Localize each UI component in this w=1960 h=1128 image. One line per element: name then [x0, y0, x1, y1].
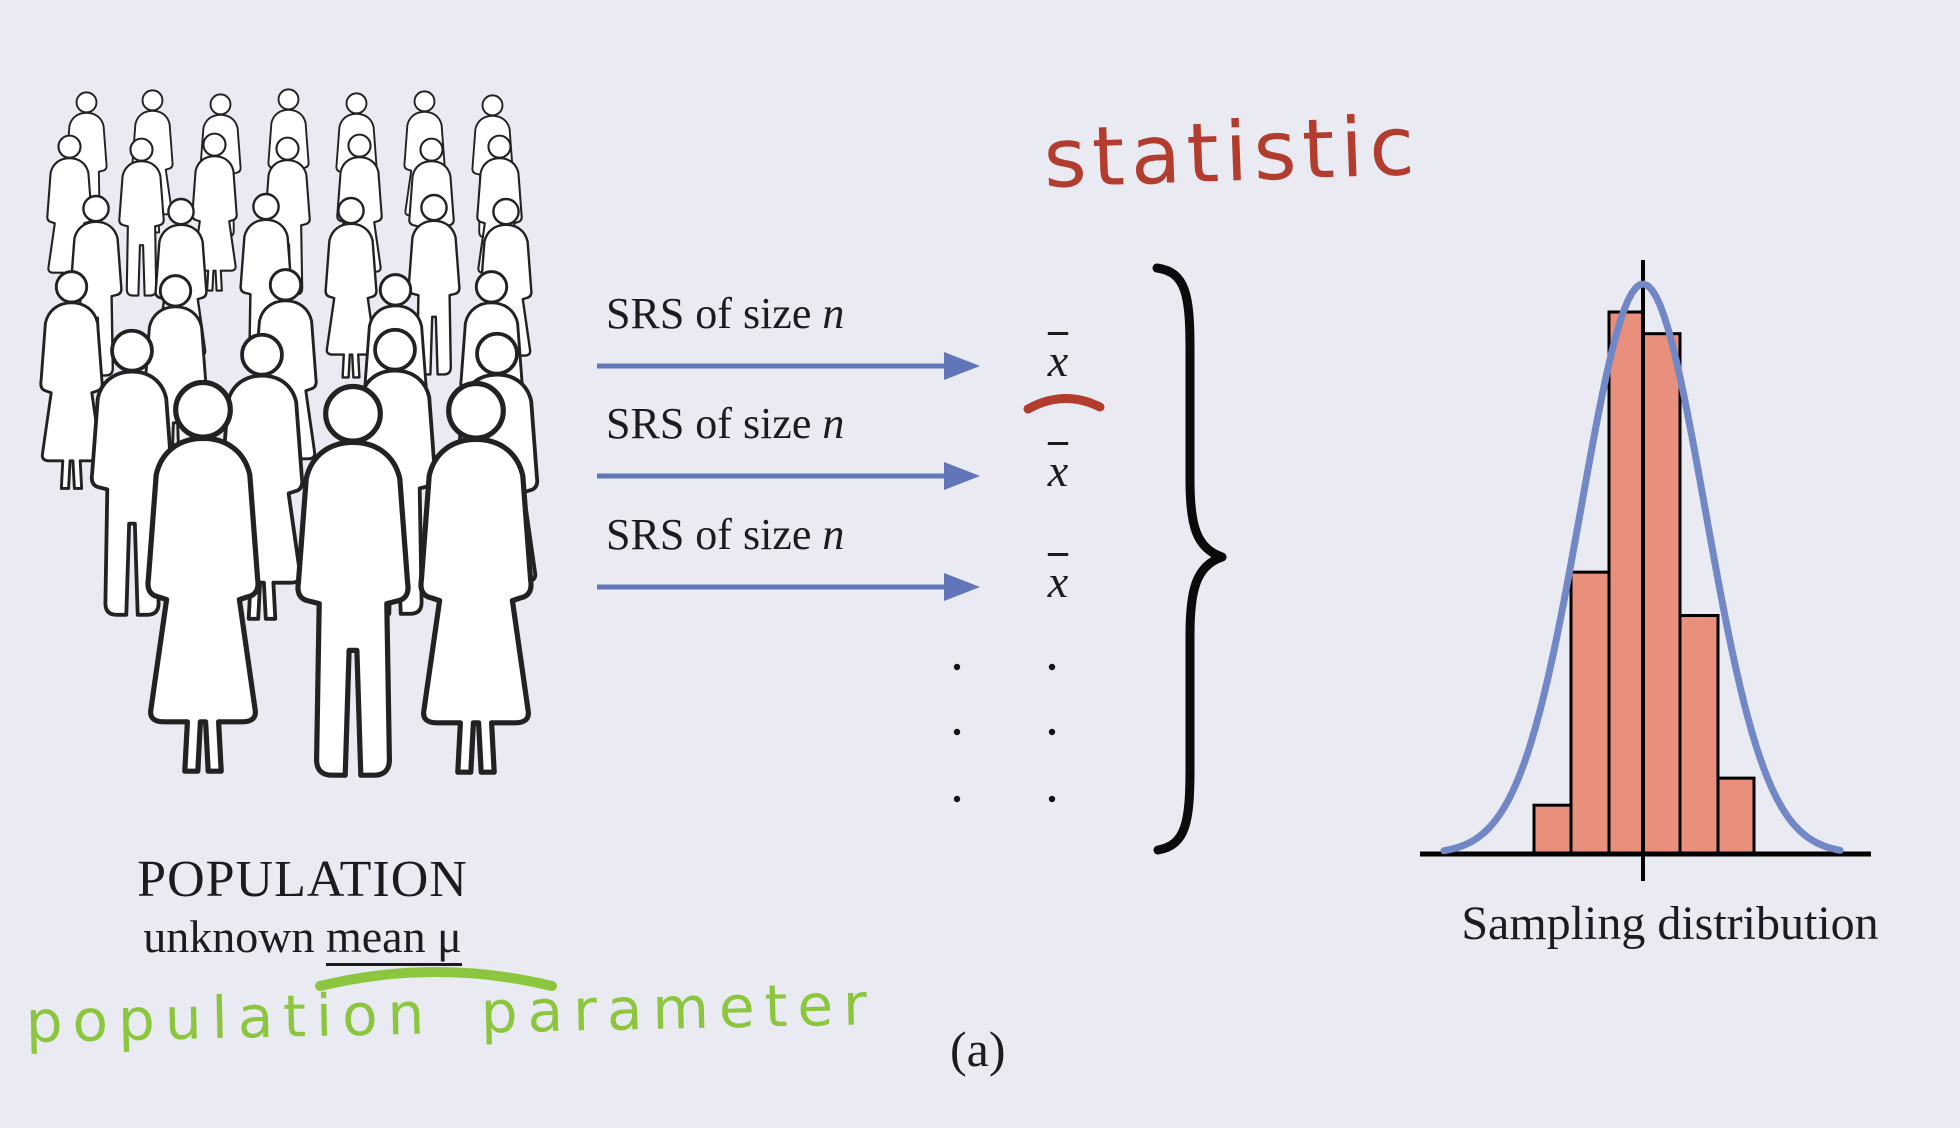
population-title: POPULATION: [137, 851, 468, 908]
srs-size-variable: n: [822, 289, 845, 338]
srs-arrow: [597, 462, 980, 490]
srs-label-text: SRS of size: [606, 510, 823, 559]
srs-row-label: SRS of size n: [606, 398, 844, 449]
srs-size-variable: n: [822, 510, 845, 559]
sample-mean-symbol: x: [1047, 335, 1069, 386]
sampling-distribution-title: Sampling distribution: [1461, 897, 1879, 950]
red-underline-arc: [1023, 394, 1105, 414]
srs-size-variable: n: [822, 399, 845, 448]
srs-label-text: SRS of size: [606, 289, 823, 338]
population-subtitle: unknown mean μ: [55, 910, 550, 966]
continuation-dots: [953, 663, 1056, 803]
figure-label: (a): [950, 1021, 1006, 1077]
srs-arrow: [597, 573, 980, 601]
srs-row-label: SRS of size n: [606, 509, 844, 560]
sampling-distribution-chart: [1380, 240, 1960, 920]
srs-arrow: [597, 352, 980, 380]
curly-brace: [1152, 263, 1227, 855]
sample-mean-symbol: x: [1047, 445, 1069, 496]
srs-label-text: SRS of size: [606, 399, 823, 448]
srs-row-label: SRS of size n: [606, 288, 844, 339]
sample-mean-symbol: x: [1047, 556, 1069, 607]
green-underline-arc: [315, 967, 557, 991]
population-mean-underlined: mean μ: [325, 911, 462, 966]
population-subtitle-prefix: unknown: [143, 911, 326, 962]
